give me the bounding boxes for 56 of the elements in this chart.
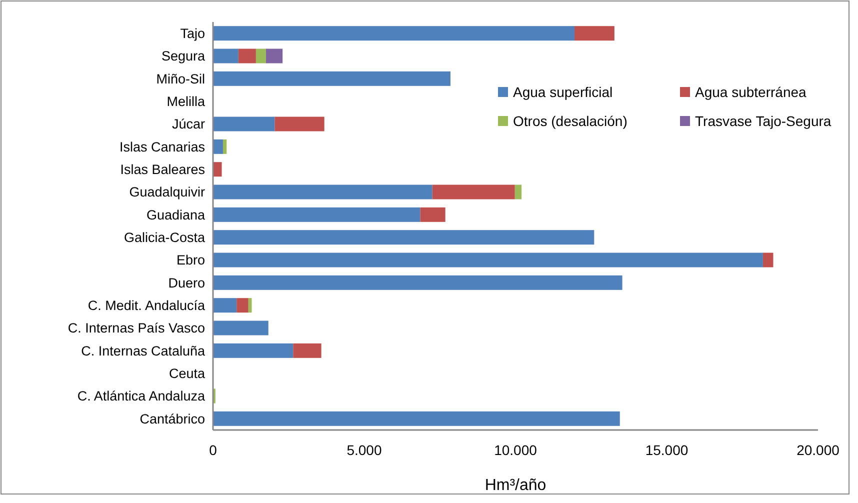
bar	[248, 298, 252, 313]
bar	[256, 48, 266, 64]
y-tick-label: C. Atlántica Andaluza	[77, 388, 206, 404]
y-tick-label: Tajo	[180, 26, 205, 42]
y-tick-label: Miño-Sil	[156, 71, 205, 86]
y-tick-label: Ebro	[176, 252, 205, 268]
bar	[236, 298, 248, 313]
bar	[213, 320, 268, 336]
x-tick-label: 0	[209, 442, 218, 458]
legend-label: Agua superficial	[513, 84, 613, 100]
bar	[213, 252, 763, 268]
bar	[514, 184, 522, 200]
bar	[213, 162, 222, 177]
bar	[574, 26, 614, 41]
bar	[213, 48, 238, 64]
y-tick-label: Islas Canarias	[119, 139, 206, 154]
bar	[238, 48, 256, 64]
bar	[213, 343, 294, 358]
bar	[213, 298, 237, 313]
bar	[213, 184, 432, 200]
legend-label: Agua subterránea	[695, 84, 807, 100]
bar	[213, 207, 420, 222]
bar	[213, 411, 620, 426]
bar	[213, 230, 594, 245]
bar	[213, 275, 622, 290]
y-tick-label: C. Medit. Andalucía	[88, 298, 206, 314]
bar	[432, 184, 515, 200]
y-tick-label: Segura	[161, 48, 206, 64]
bar	[293, 343, 322, 358]
y-tick-label: Guadalquivir	[129, 184, 206, 200]
bar	[762, 252, 774, 268]
y-tick-label: Islas Baleares	[120, 162, 206, 178]
x-tick-label: 10.000	[494, 442, 538, 458]
y-tick-label: Guadiana	[146, 207, 206, 222]
y-tick-label: Cantábrico	[140, 411, 205, 426]
x-axis-title: Hm³/año	[484, 477, 546, 494]
bar	[213, 139, 223, 154]
y-tick-label: Júcar	[172, 116, 206, 132]
y-tick-label: C. Internas Cataluña	[81, 343, 206, 358]
y-tick-label: Duero	[168, 275, 205, 290]
bar	[420, 207, 446, 222]
y-tick-label: Melilla	[166, 94, 206, 110]
bar	[213, 26, 574, 41]
x-tick-label: 5.000	[346, 442, 382, 458]
bar	[213, 71, 450, 86]
y-tick-label: Galicia-Costa	[124, 230, 206, 246]
y-tick-label: Ceuta	[168, 366, 206, 382]
bar	[274, 116, 324, 132]
legend-label: Trasvase Tajo-Segura	[695, 112, 832, 129]
legend-label: Otros (desalación)	[513, 112, 628, 129]
bar	[266, 48, 283, 64]
bar	[222, 139, 227, 154]
bar	[213, 116, 275, 132]
y-tick-label: C. Internas País Vasco	[68, 320, 205, 336]
x-tick-label: 15.000	[645, 442, 688, 458]
x-tick-label: 20.000	[796, 442, 840, 458]
